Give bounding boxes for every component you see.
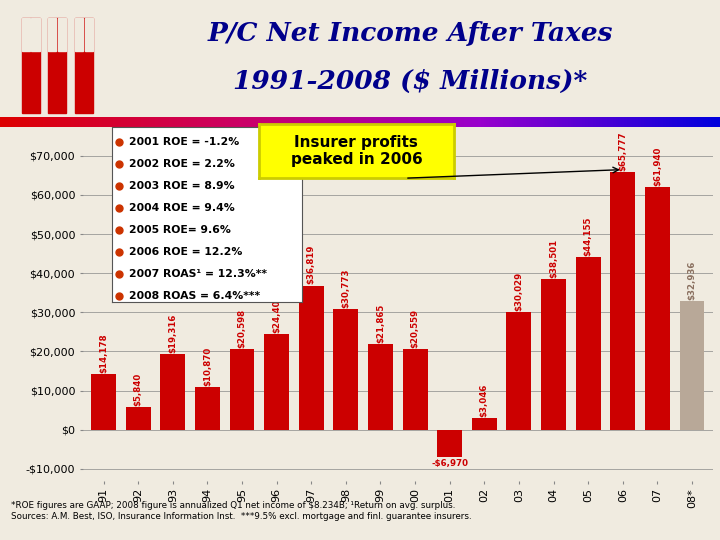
Text: $20,559: $20,559 bbox=[410, 309, 420, 348]
Text: $10,870: $10,870 bbox=[203, 347, 212, 386]
Text: $36,819: $36,819 bbox=[307, 245, 316, 285]
Bar bbox=[402, 349, 428, 430]
Text: $38,501: $38,501 bbox=[549, 239, 558, 278]
Text: 2001 ROE = -1.2%: 2001 ROE = -1.2% bbox=[129, 137, 239, 147]
Bar bbox=[22, 18, 30, 51]
Text: 2008 ROAS = 6.4%***: 2008 ROAS = 6.4%*** bbox=[129, 291, 260, 301]
Bar bbox=[368, 344, 393, 430]
Bar bbox=[32, 18, 40, 51]
Text: P/C Net Income After Taxes: P/C Net Income After Taxes bbox=[207, 22, 613, 46]
Text: $44,155: $44,155 bbox=[584, 217, 593, 256]
Bar bbox=[75, 18, 83, 51]
Text: $65,777: $65,777 bbox=[618, 132, 627, 171]
Bar bbox=[264, 334, 289, 430]
Text: $30,029: $30,029 bbox=[515, 272, 523, 311]
Text: Insurer profits
peaked in 2006: Insurer profits peaked in 2006 bbox=[291, 135, 422, 167]
Bar bbox=[230, 349, 254, 430]
Text: 2004 ROE = 9.4%: 2004 ROE = 9.4% bbox=[129, 203, 235, 213]
Text: Sources: A.M. Best, ISO, Insurance Information Inst.  ***9.5% excl. mortgage and: Sources: A.M. Best, ISO, Insurance Infor… bbox=[11, 512, 472, 521]
Text: $14,178: $14,178 bbox=[99, 333, 108, 373]
Text: $3,046: $3,046 bbox=[480, 383, 489, 417]
Bar bbox=[611, 172, 635, 430]
Bar bbox=[576, 257, 600, 430]
Bar bbox=[541, 279, 566, 430]
Bar bbox=[506, 312, 531, 430]
Bar bbox=[58, 18, 66, 51]
Text: $5,840: $5,840 bbox=[134, 373, 143, 406]
Text: $19,316: $19,316 bbox=[168, 314, 177, 353]
Text: $61,940: $61,940 bbox=[653, 147, 662, 186]
Text: -$6,970: -$6,970 bbox=[431, 458, 468, 468]
Bar bbox=[85, 18, 93, 51]
Text: 2006 ROE = 12.2%: 2006 ROE = 12.2% bbox=[129, 247, 242, 257]
Bar bbox=[299, 286, 324, 430]
Text: 1991-2008 ($ Millions)*: 1991-2008 ($ Millions)* bbox=[233, 69, 588, 94]
Bar bbox=[680, 301, 704, 430]
Text: 2002 ROE = 2.2%: 2002 ROE = 2.2% bbox=[129, 159, 235, 169]
Text: $32,936: $32,936 bbox=[688, 260, 696, 300]
Bar bbox=[22, 18, 40, 113]
Bar bbox=[333, 309, 359, 430]
Bar bbox=[48, 18, 56, 51]
Text: 2003 ROE = 8.9%: 2003 ROE = 8.9% bbox=[129, 181, 235, 191]
Text: $20,598: $20,598 bbox=[238, 309, 246, 348]
Bar bbox=[48, 18, 66, 113]
Text: 2005 ROE= 9.6%: 2005 ROE= 9.6% bbox=[129, 225, 230, 235]
Bar bbox=[126, 407, 150, 430]
Bar bbox=[161, 354, 185, 430]
Text: $24,404: $24,404 bbox=[272, 293, 281, 333]
Bar bbox=[195, 387, 220, 430]
Text: $21,865: $21,865 bbox=[376, 303, 385, 343]
Bar bbox=[472, 418, 497, 430]
Bar bbox=[645, 187, 670, 430]
Bar bbox=[437, 430, 462, 457]
Bar bbox=[75, 18, 93, 113]
Text: $30,773: $30,773 bbox=[341, 268, 351, 308]
Bar bbox=[91, 374, 116, 430]
Text: *ROE figures are GAAP; 2008 figure is annualized Q1 net income of $8.234B; ¹Retu: *ROE figures are GAAP; 2008 figure is an… bbox=[11, 501, 455, 510]
Text: 2007 ROAS¹ = 12.3%**: 2007 ROAS¹ = 12.3%** bbox=[129, 269, 267, 279]
